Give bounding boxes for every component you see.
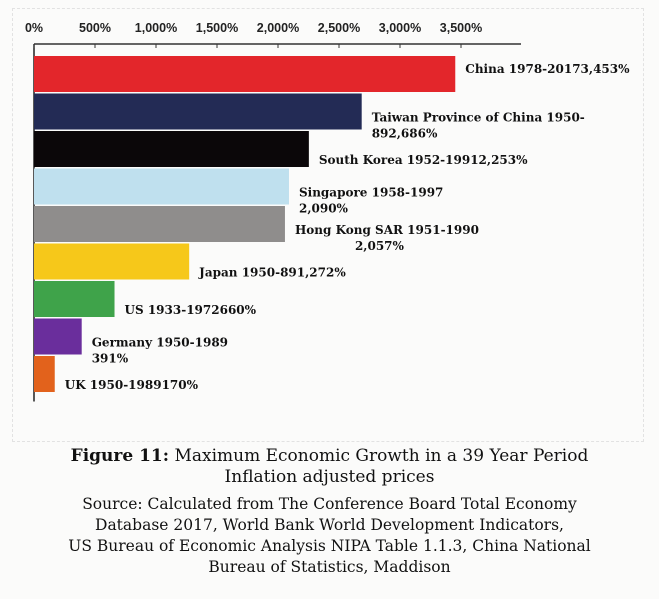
bar-uk	[34, 356, 55, 392]
bar-taiwan-province-of-china	[34, 93, 362, 130]
x-tick-label: 500%	[79, 21, 111, 35]
bar-label: 391%	[92, 352, 129, 366]
bar-hong-kong-sar	[34, 206, 285, 242]
bar-label: 892,686%	[372, 127, 438, 141]
x-tick-label: 3,000%	[379, 21, 421, 35]
figure-title: Figure 11: Maximum Economic Growth in a …	[0, 446, 659, 467]
bar-us	[34, 281, 115, 317]
bar-japan	[34, 243, 190, 280]
figure-number: Figure 11:	[70, 446, 170, 466]
bar-china	[34, 56, 456, 92]
bar-label: South Korea 1952-19912,253%	[319, 153, 528, 167]
x-tick-label: 0%	[25, 21, 43, 35]
x-tick-label: 1,500%	[196, 21, 238, 35]
bar-chart: 0% 500% 1,000% 1,500% 2,000% 2,500% 3,000% 3,50…	[25, 21, 630, 402]
bar-label: 2,057%	[355, 239, 405, 253]
bar-singapore	[34, 168, 289, 205]
bar-label: Hong Kong SAR 1951-1990	[295, 223, 479, 237]
bar-germany	[34, 318, 82, 355]
bar-label: Japan 1950-891,272%	[198, 266, 346, 280]
figure-title-text: Maximum Economic Growth in a 39 Year Per…	[174, 446, 589, 466]
bar-label: China 1978-20173,453%	[465, 62, 630, 76]
x-tick-label: 3,500%	[440, 21, 482, 35]
bar-label: Germany 1950-1989	[92, 336, 228, 350]
source-line: Database 2017, World Bank World Developm…	[95, 516, 564, 534]
x-tick-label: 1,000%	[135, 21, 177, 35]
figure-caption: Figure 11: Maximum Economic Growth in a …	[0, 446, 659, 578]
chart-frame	[12, 8, 644, 442]
source-line: Bureau of Statistics, Maddison	[208, 558, 451, 576]
bar-label: Taiwan Province of China 1950-	[372, 111, 585, 125]
figure-source: Source: Calculated from The Conference B…	[0, 494, 659, 578]
x-tick-label: 2,500%	[318, 21, 360, 35]
x-tick-label: 2,000%	[257, 21, 299, 35]
bar-label: US 1933-1972660%	[125, 303, 257, 317]
source-line: US Bureau of Economic Analysis NIPA Tabl…	[68, 537, 591, 555]
source-line: Source: Calculated from The Conference B…	[82, 495, 577, 513]
bar-label: UK 1950-1989170%	[65, 378, 199, 392]
bar-label: 2,090%	[299, 202, 349, 216]
bar-label: Singapore 1958-1997	[299, 186, 443, 200]
bar-south-korea	[34, 131, 309, 167]
figure-subtitle: Inflation adjusted prices	[224, 467, 435, 487]
